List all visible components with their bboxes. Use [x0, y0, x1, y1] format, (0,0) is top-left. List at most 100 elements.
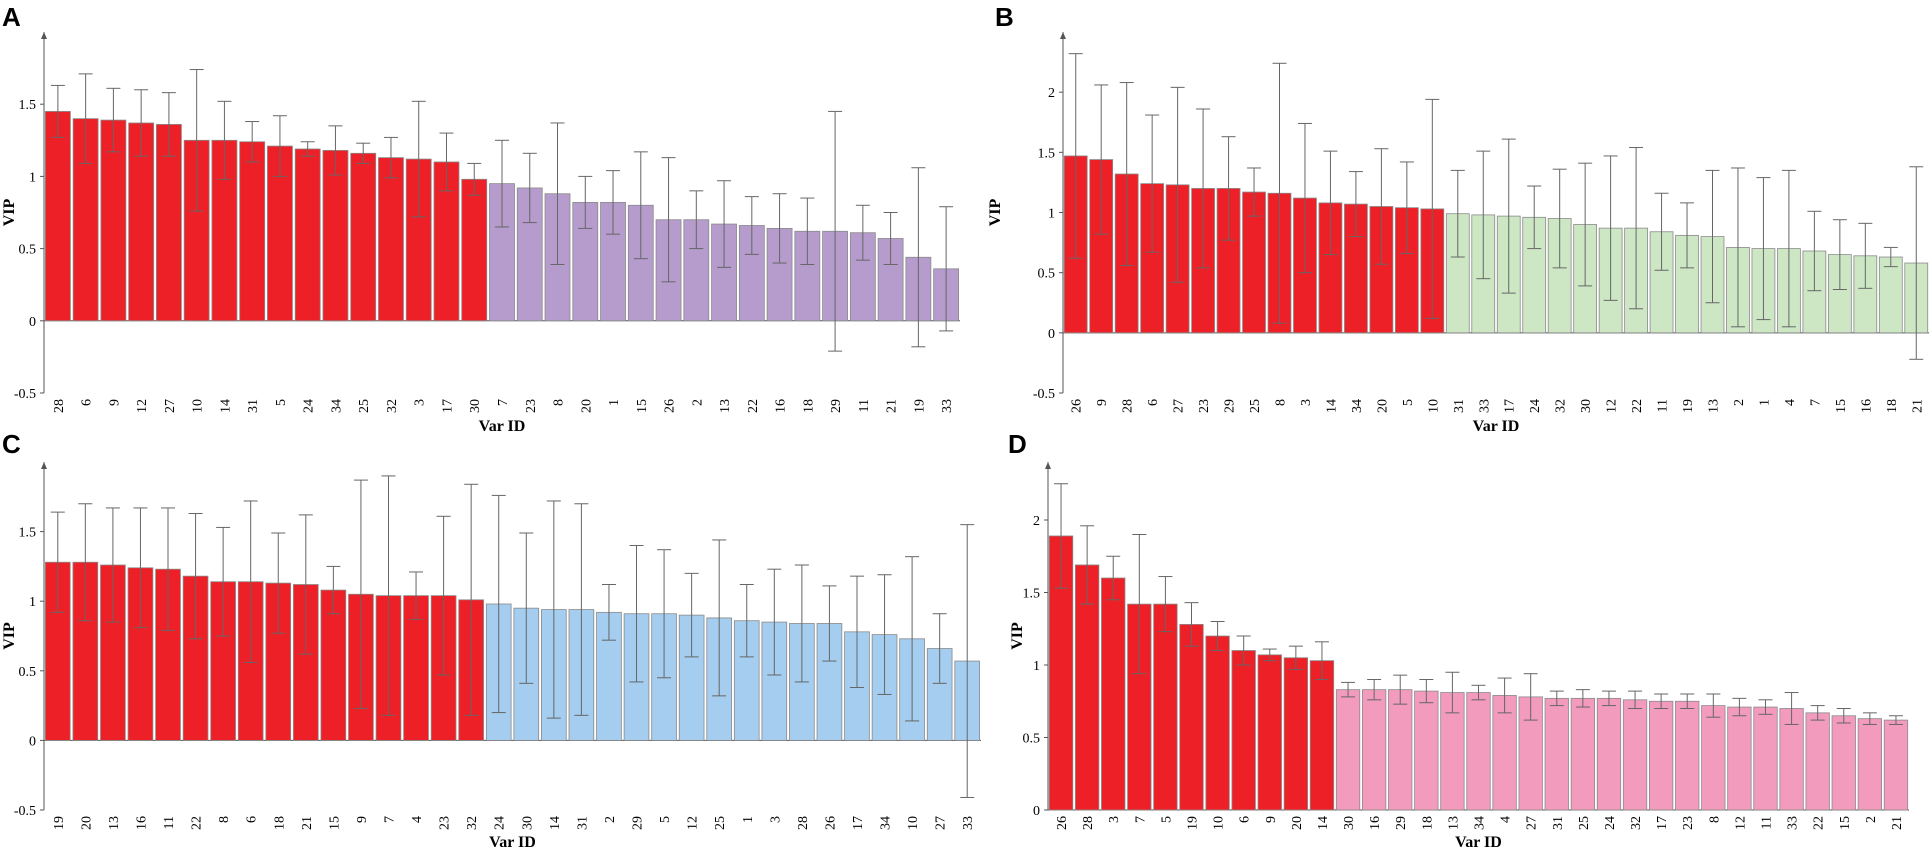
x-tick-label: 20 [1375, 399, 1390, 413]
x-tick-label: 33 [940, 399, 955, 413]
y-axis-title: VIP [1, 622, 18, 650]
bar [1101, 577, 1126, 811]
bar [1648, 700, 1674, 811]
x-tick-label: 32 [465, 816, 480, 830]
x-tick-label: 24 [302, 399, 317, 413]
y-tick-label: -0.5 [14, 387, 36, 402]
x-tick-label: 12 [1733, 816, 1748, 830]
x-tick-label: 22 [1630, 399, 1645, 413]
bar [322, 150, 349, 322]
x-tick-label: 4 [410, 816, 425, 823]
bar [320, 589, 347, 741]
x-tick-label: 22 [746, 399, 761, 413]
x-tick-label: 3 [768, 816, 783, 823]
y-tick-label: -0.5 [14, 804, 36, 819]
x-tick-label: 32 [1629, 816, 1644, 830]
x-tick-label: 17 [1503, 399, 1518, 413]
x-tick-label: 27 [1525, 816, 1540, 830]
x-tick-label: 5 [1159, 816, 1174, 823]
y-axis-title: VIP [987, 199, 1004, 227]
x-tick-label: 3 [1299, 399, 1314, 406]
bar [738, 225, 765, 322]
x-tick-label: 26 [823, 816, 838, 830]
bar [1179, 624, 1204, 811]
bar [1466, 692, 1491, 811]
x-tick-label: 11 [1656, 399, 1671, 412]
y-tick-label: 0 [1048, 327, 1055, 342]
x-tick-label: 34 [1473, 816, 1488, 830]
x-tick-label: 27 [934, 816, 949, 830]
panel-letter: A [2, 2, 21, 32]
x-tick-label: 5 [274, 399, 289, 406]
x-tick-label: 24 [493, 816, 508, 830]
x-tick-label: 19 [1186, 816, 1201, 830]
x-tick-label: 7 [496, 399, 511, 406]
x-tick-label: 19 [912, 399, 927, 413]
x-tick-label: 29 [631, 816, 646, 830]
x-tick-label: 8 [1274, 399, 1289, 406]
y-tick-label: 1.5 [1023, 587, 1041, 602]
x-tick-label: 25 [1248, 399, 1263, 413]
bar [378, 157, 404, 322]
x-tick-label: 13 [718, 399, 733, 413]
x-tick-label: 12 [686, 816, 701, 830]
bar [1388, 689, 1413, 811]
x-tick-label: 21 [1910, 399, 1925, 413]
y-tick-label: 1 [1033, 659, 1040, 674]
y-axis-arrow-icon [41, 462, 47, 469]
x-tick-label: 16 [774, 399, 789, 413]
x-tick-label: 19 [1681, 399, 1696, 413]
x-tick-label: 6 [1238, 816, 1253, 823]
bar [1701, 705, 1726, 811]
x-tick-label: 5 [658, 816, 673, 823]
x-tick-label: 2 [603, 816, 618, 823]
x-tick-label: 31 [1551, 816, 1566, 830]
x-axis-title: Var ID [1455, 834, 1502, 849]
bar [1675, 700, 1700, 811]
bar [100, 119, 127, 322]
x-tick-label: 20 [579, 399, 594, 413]
panel-letter: D [1008, 429, 1027, 459]
x-tick-label: 15 [327, 816, 342, 830]
x-tick-label: 30 [1342, 816, 1357, 830]
y-axis-title: VIP [1, 199, 18, 227]
x-tick-label: 8 [1707, 816, 1722, 823]
x-tick-label: 33 [961, 816, 976, 830]
x-tick-label: 17 [1655, 816, 1670, 830]
y-tick-label: 0.5 [1023, 732, 1041, 747]
bar [683, 219, 710, 322]
x-tick-label: 18 [1420, 816, 1435, 830]
x-tick-label: 1 [1757, 399, 1772, 406]
bar [1283, 657, 1309, 811]
x-tick-label: 23 [438, 816, 453, 830]
x-tick-label: 24 [1603, 816, 1618, 830]
x-tick-label: 29 [1394, 816, 1409, 830]
y-tick-label: 0 [1033, 804, 1040, 819]
x-tick-label: 7 [1808, 399, 1823, 406]
bar [1309, 660, 1335, 811]
x-tick-label: 10 [191, 399, 206, 413]
x-tick-label: 20 [79, 816, 94, 830]
x-tick-label: 23 [1197, 399, 1212, 413]
panel-letter: C [2, 429, 21, 459]
x-tick-label: 31 [575, 816, 590, 830]
bar [1753, 706, 1778, 811]
y-tick-label: 2 [1033, 514, 1040, 529]
x-tick-label: 16 [1859, 399, 1874, 413]
y-tick-label: 1.5 [19, 98, 37, 113]
x-tick-label: 10 [1426, 399, 1441, 413]
bar [350, 152, 377, 322]
panel-letter: B [995, 2, 1014, 32]
y-tick-label: 0.5 [19, 665, 37, 680]
x-tick-label: 15 [1834, 399, 1849, 413]
bar [1205, 635, 1230, 811]
y-tick-label: 0 [29, 315, 36, 330]
x-tick-label: 7 [382, 816, 397, 823]
x-tick-label: 8 [217, 816, 232, 823]
x-tick-label: 19 [52, 816, 67, 830]
x-tick-label: 1 [607, 399, 622, 406]
y-axis-arrow-icon [1060, 32, 1066, 39]
x-tick-label: 5 [1401, 399, 1416, 406]
